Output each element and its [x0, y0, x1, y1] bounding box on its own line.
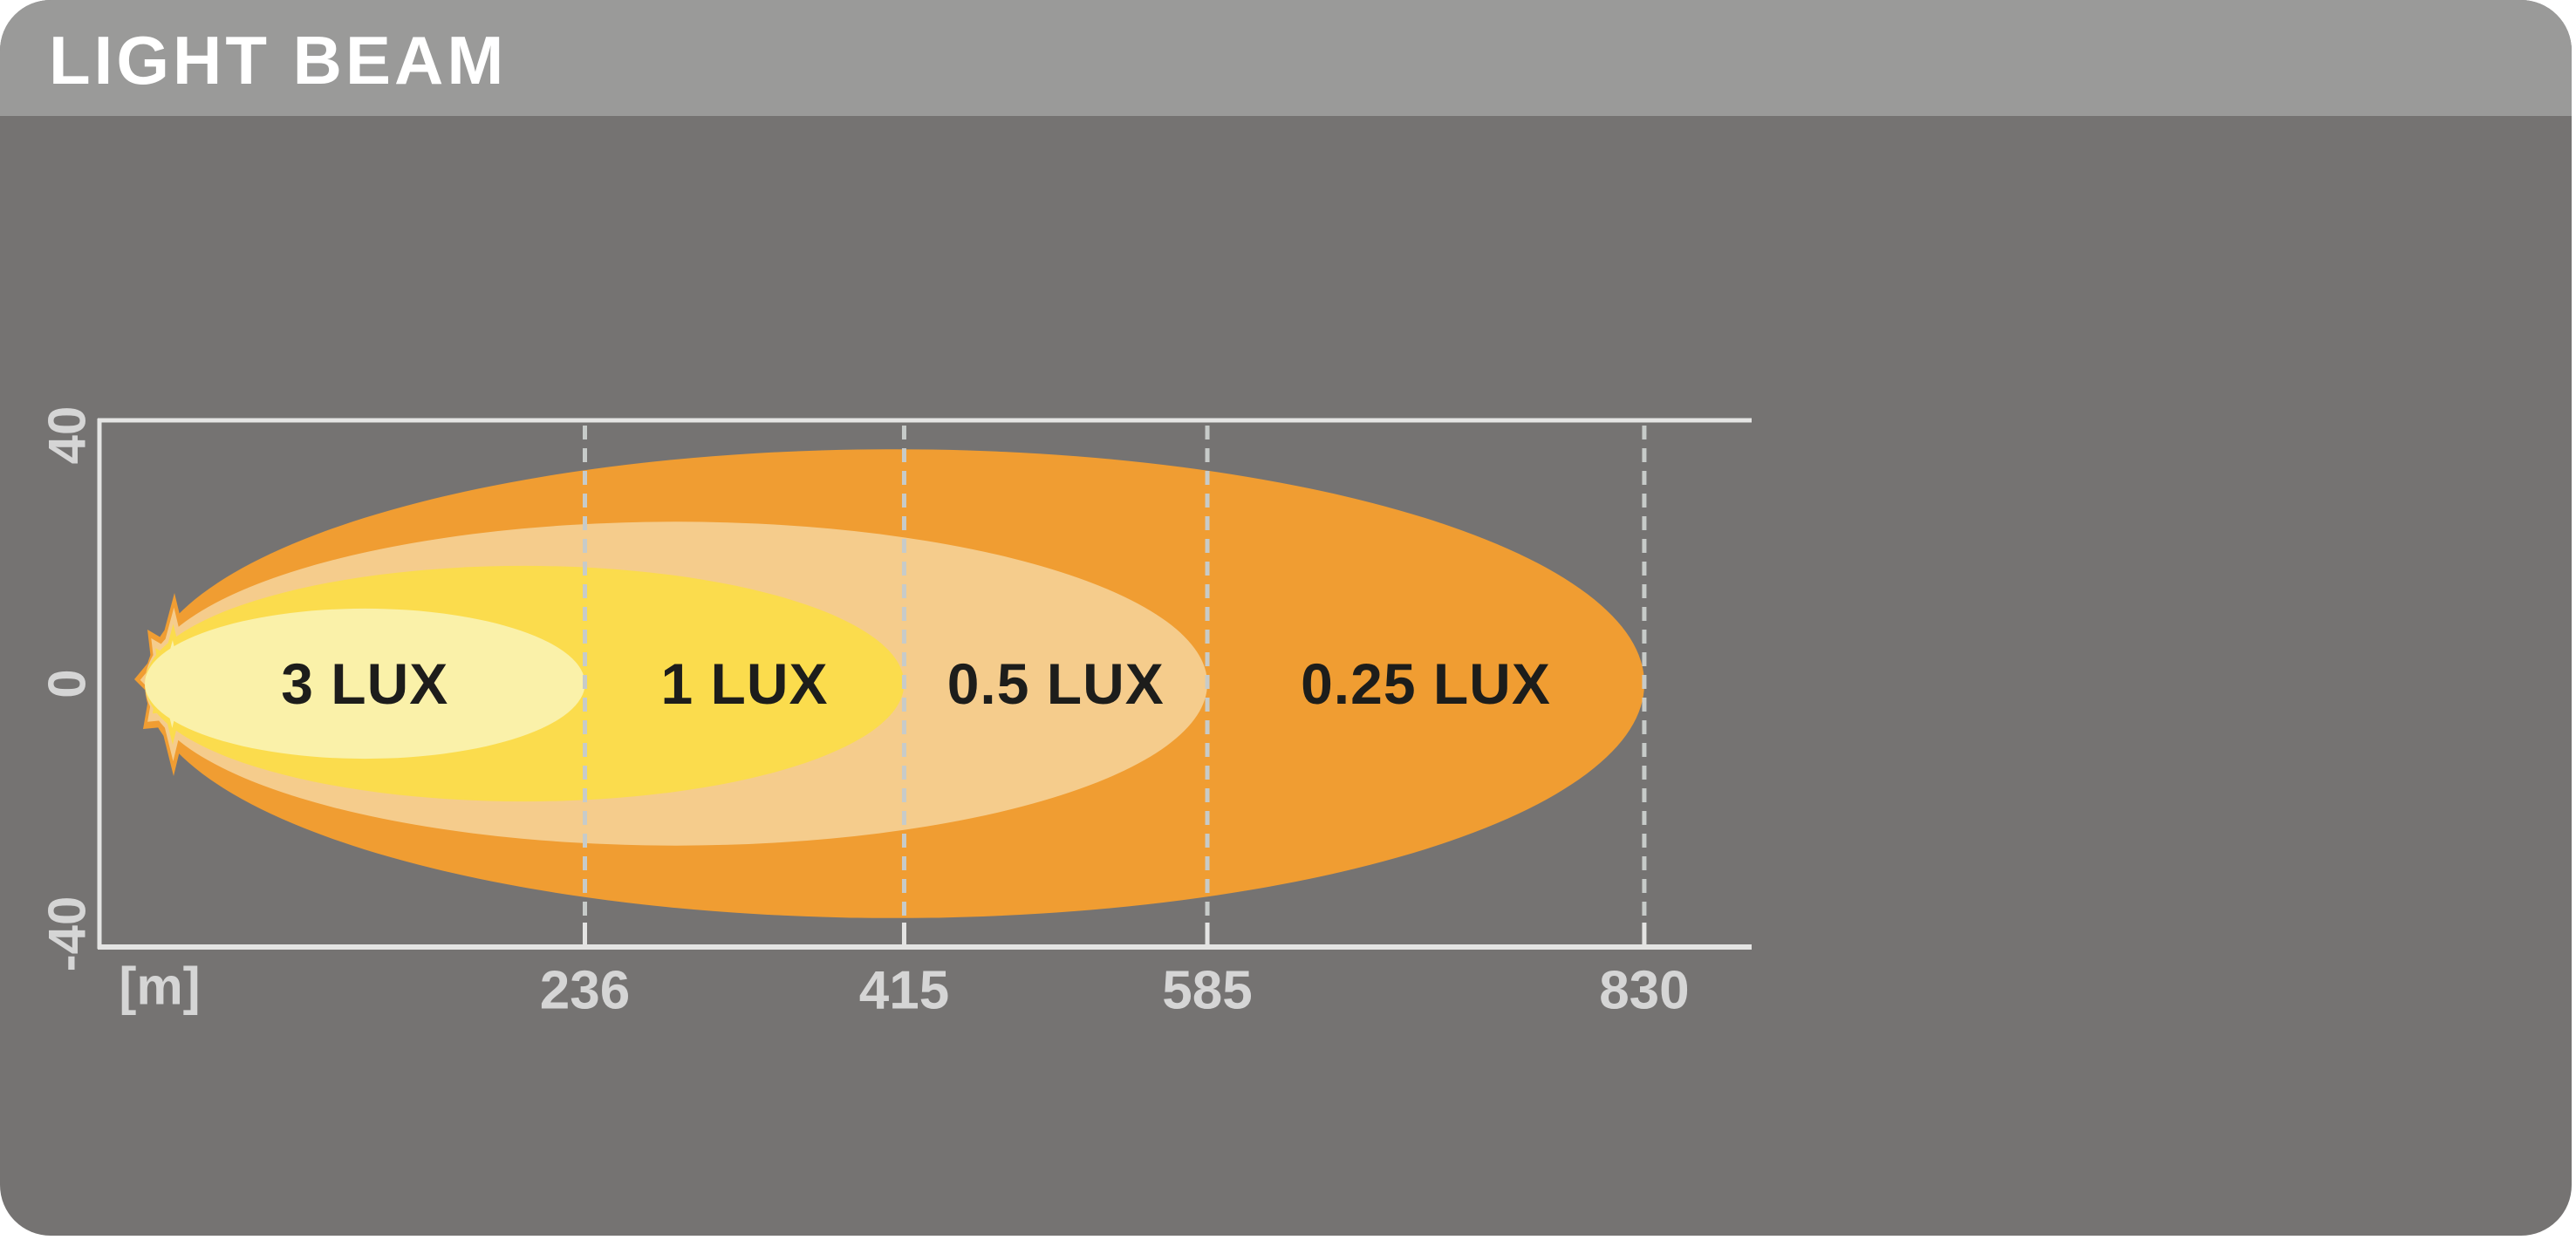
x-gridlines — [583, 426, 1647, 947]
y-axis-label-minus-40: -40 — [38, 896, 97, 972]
x-tick-label-2: 585 — [1162, 960, 1253, 1021]
x-tick-label-3: 830 — [1599, 960, 1690, 1021]
panel-title: LIGHT BEAM — [49, 21, 508, 99]
y-axis-label-40: 40 — [38, 405, 97, 465]
zone-label-3: 0.25 LUX — [1301, 651, 1551, 716]
x-axis-unit-label: [m] — [119, 957, 201, 1016]
y-axis-label-0: 0 — [38, 669, 97, 698]
zone-label-1: 1 LUX — [660, 651, 829, 716]
beam-zone-3-lux — [144, 608, 585, 760]
chart-frame — [97, 418, 1752, 950]
zone-label-0: 3 LUX — [281, 651, 449, 716]
panel-header: LIGHT BEAM — [0, 0, 2572, 116]
beam-zones — [134, 449, 1644, 918]
x-tick-label-0: 236 — [539, 960, 631, 1021]
beam-zone-ellipse — [144, 608, 585, 760]
zone-label-2: 0.5 LUX — [946, 651, 1165, 716]
x-tick-label-1: 415 — [858, 960, 950, 1021]
